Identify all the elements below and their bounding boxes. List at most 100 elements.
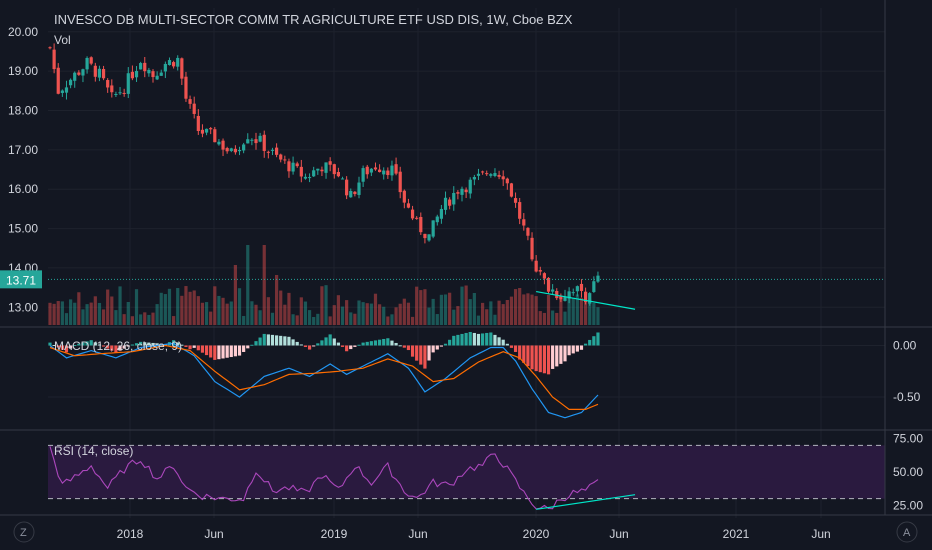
candle-body[interactable] xyxy=(64,87,69,93)
candle-body[interactable] xyxy=(155,75,159,80)
candle-body[interactable] xyxy=(522,219,526,226)
candle-body[interactable] xyxy=(427,234,431,241)
candle-body[interactable] xyxy=(176,57,180,67)
candle-body[interactable] xyxy=(345,179,349,196)
candle-body[interactable] xyxy=(365,166,369,175)
auto-scale-button-ring[interactable] xyxy=(896,521,918,543)
candle-body[interactable] xyxy=(110,85,114,93)
candle-body[interactable] xyxy=(357,182,361,195)
candle-body[interactable] xyxy=(571,292,575,294)
auto-scale-button-label[interactable]: A xyxy=(903,527,911,539)
candle-body[interactable] xyxy=(122,92,126,94)
candle-body[interactable] xyxy=(596,275,600,282)
candle-body[interactable] xyxy=(476,173,481,176)
candle-body[interactable] xyxy=(493,173,497,176)
candle-body[interactable] xyxy=(373,167,378,170)
candle-body[interactable] xyxy=(283,159,287,161)
candle-body[interactable] xyxy=(526,227,530,236)
candle-body[interactable] xyxy=(275,147,279,155)
candle-body[interactable] xyxy=(126,73,130,94)
candle-body[interactable] xyxy=(497,174,501,177)
candle-body[interactable] xyxy=(172,62,176,67)
candle-body[interactable] xyxy=(85,57,89,70)
zoom-button-ring[interactable] xyxy=(13,521,35,543)
candle-body[interactable] xyxy=(456,192,460,194)
candle-body[interactable] xyxy=(518,202,522,219)
candle-body[interactable] xyxy=(143,62,147,72)
candle-body[interactable] xyxy=(118,92,122,94)
candle-body[interactable] xyxy=(328,161,332,165)
candle-body[interactable] xyxy=(217,141,221,145)
candle-body[interactable] xyxy=(130,71,134,79)
candle-body[interactable] xyxy=(106,80,110,88)
candle-body[interactable] xyxy=(147,69,151,74)
candle-body[interactable] xyxy=(472,177,476,180)
candle-body[interactable] xyxy=(114,93,118,95)
candle-body[interactable] xyxy=(439,208,443,219)
candle-body[interactable] xyxy=(435,216,439,223)
candle-body[interactable] xyxy=(563,296,567,301)
candle-body[interactable] xyxy=(246,139,250,144)
candle-body[interactable] xyxy=(266,151,270,153)
candle-body[interactable] xyxy=(340,178,345,180)
candle-body[interactable] xyxy=(575,286,579,292)
candle-body[interactable] xyxy=(324,162,328,173)
candle-body[interactable] xyxy=(229,148,233,151)
candle-body[interactable] xyxy=(209,128,213,130)
candle-body[interactable] xyxy=(97,68,102,78)
candle-body[interactable] xyxy=(410,209,415,219)
candle-body[interactable] xyxy=(448,199,452,206)
candle-body[interactable] xyxy=(406,203,411,208)
candle-body[interactable] xyxy=(423,233,427,239)
candle-body[interactable] xyxy=(402,190,406,203)
candle-body[interactable] xyxy=(270,149,275,151)
candle-body[interactable] xyxy=(443,197,448,210)
candle-body[interactable] xyxy=(312,170,316,177)
candle-body[interactable] xyxy=(81,69,85,76)
candle-body[interactable] xyxy=(378,169,382,173)
candle-body[interactable] xyxy=(307,177,312,179)
price-trendline[interactable] xyxy=(536,290,636,310)
candle-body[interactable] xyxy=(73,72,77,81)
candle-body[interactable] xyxy=(542,273,546,279)
candle-body[interactable] xyxy=(134,70,139,78)
candle-body[interactable] xyxy=(180,58,184,79)
candle-body[interactable] xyxy=(233,148,237,153)
candle-body[interactable] xyxy=(468,179,472,194)
candle-body[interactable] xyxy=(415,217,419,219)
candle-body[interactable] xyxy=(534,260,538,272)
candle-body[interactable] xyxy=(196,115,200,131)
candle-body[interactable] xyxy=(353,191,357,195)
candle-body[interactable] xyxy=(579,283,584,291)
candle-body[interactable] xyxy=(538,270,542,272)
candle-body[interactable] xyxy=(299,166,303,177)
candle-body[interactable] xyxy=(163,63,167,72)
candle-body[interactable] xyxy=(188,99,192,104)
candle-body[interactable] xyxy=(221,140,225,150)
candle-body[interactable] xyxy=(250,139,254,141)
candle-body[interactable] xyxy=(394,164,398,174)
candle-body[interactable] xyxy=(52,49,56,70)
zoom-button-label[interactable]: Z xyxy=(20,527,27,539)
candle-body[interactable] xyxy=(48,47,52,49)
candle-body[interactable] xyxy=(287,161,291,172)
candle-body[interactable] xyxy=(101,69,106,79)
candle-body[interactable] xyxy=(159,72,163,76)
candle-body[interactable] xyxy=(332,164,336,175)
candle-body[interactable] xyxy=(464,189,468,193)
auto-scale-button[interactable]: A xyxy=(896,521,918,543)
candle-body[interactable] xyxy=(56,67,60,94)
candle-body[interactable] xyxy=(509,183,514,197)
candle-body[interactable] xyxy=(184,76,188,99)
candle-body[interactable] xyxy=(398,171,402,193)
candle-body[interactable] xyxy=(77,72,81,75)
candle-body[interactable] xyxy=(200,129,205,134)
candle-body[interactable] xyxy=(386,170,390,176)
candle-body[interactable] xyxy=(501,176,505,180)
candle-body[interactable] xyxy=(295,163,299,167)
candle-body[interactable] xyxy=(419,216,423,233)
candle-body[interactable] xyxy=(303,176,308,179)
candle-body[interactable] xyxy=(382,170,386,175)
candle-body[interactable] xyxy=(254,139,258,144)
